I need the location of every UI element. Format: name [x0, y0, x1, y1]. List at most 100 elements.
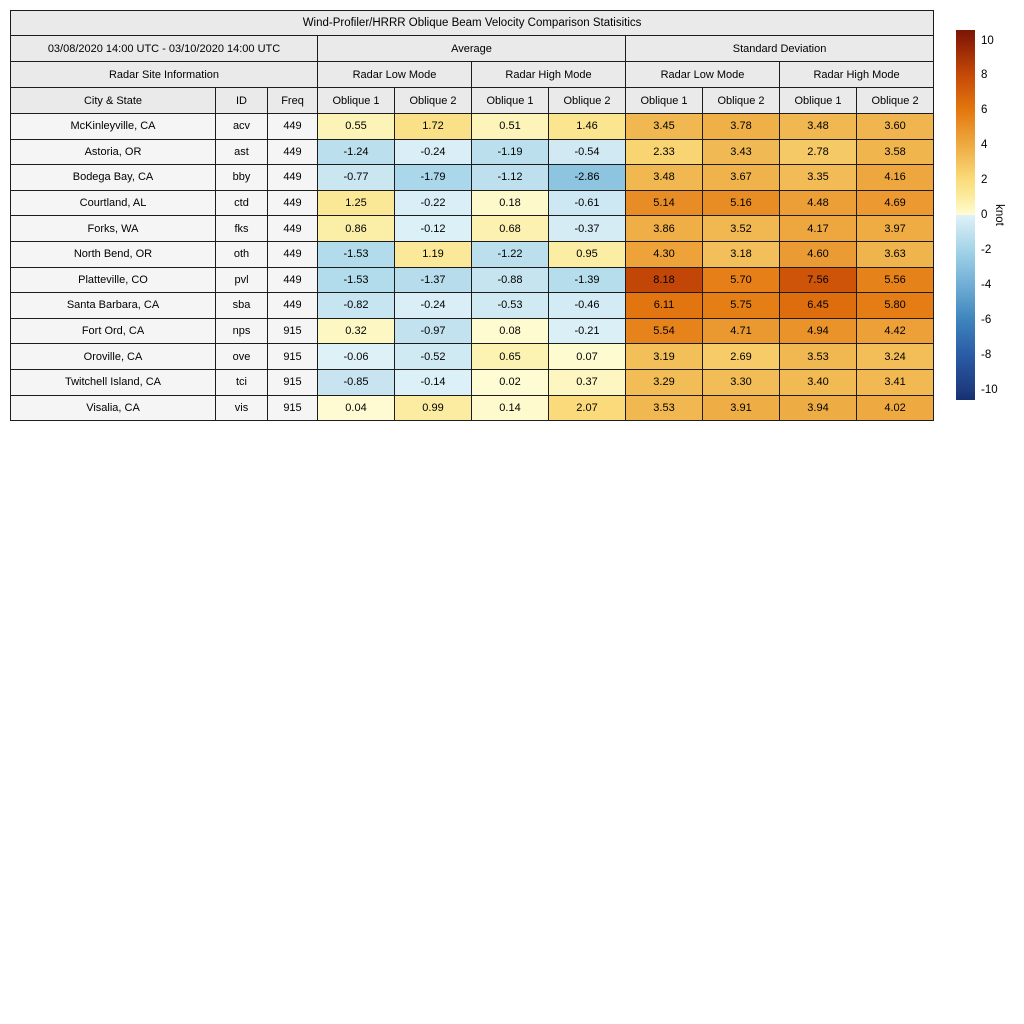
colorbar-unit-label: knot — [993, 204, 1005, 226]
oblique2-column-header: Oblique 2 — [394, 87, 472, 114]
value-cell: 5.80 — [855, 292, 935, 319]
value-cell: 3.48 — [625, 164, 703, 191]
oblique1-column-header: Oblique 1 — [471, 87, 549, 114]
value-cell: 0.37 — [548, 368, 626, 396]
table-row: North Bend, OR oth 449 -1.53 1.19 -1.22 0.95 4.… — [10, 240, 935, 268]
value-cell: 3.41 — [855, 368, 935, 396]
value-cell: 4.17 — [779, 215, 857, 242]
value-cell: 0.86 — [317, 215, 395, 242]
value-cell: -0.06 — [317, 343, 395, 370]
oblique1-column-header: Oblique 1 — [779, 87, 857, 114]
freq-cell: 449 — [267, 189, 318, 217]
id-cell: ctd — [215, 189, 268, 217]
city-cell: Bodega Bay, CA — [10, 164, 216, 191]
value-cell: -0.85 — [317, 368, 395, 396]
table-row: Forks, WA fks 449 0.86 -0.12 0.68 -0.37 3.86 3.5… — [10, 215, 935, 242]
value-cell: -1.79 — [394, 164, 472, 191]
column-header-row: City & State ID Freq Oblique 1 Oblique 2… — [10, 87, 935, 114]
value-cell: 4.42 — [855, 317, 935, 345]
value-cell: 4.02 — [855, 394, 935, 422]
freq-cell: 915 — [267, 368, 318, 396]
value-cell: 0.04 — [317, 394, 395, 422]
city-cell: North Bend, OR — [10, 240, 216, 268]
value-cell: -0.53 — [471, 292, 549, 319]
value-cell: 1.46 — [548, 113, 626, 140]
value-cell: 3.86 — [625, 215, 703, 242]
avg-high-mode-header: Radar High Mode — [471, 61, 626, 88]
colorbar — [956, 30, 975, 400]
value-cell: -0.14 — [394, 368, 472, 396]
value-cell: 3.24 — [855, 343, 935, 370]
value-cell: -0.21 — [548, 317, 626, 345]
table-row: McKinleyville, CA acv 449 0.55 1.72 0.51 1.46 3… — [10, 113, 935, 140]
std-high-mode-header: Radar High Mode — [778, 61, 935, 88]
id-cell: ove — [215, 343, 268, 370]
table-row: Astoria, OR ast 449 -1.24 -0.24 -1.19 -0.54 2.3… — [10, 138, 935, 166]
value-cell: 4.60 — [779, 240, 857, 268]
oblique2-column-header: Oblique 2 — [855, 87, 935, 114]
value-cell: 2.33 — [625, 138, 703, 166]
section-header-row: 03/08/2020 14:00 UTC - 03/10/2020 14:00 … — [10, 35, 935, 62]
value-cell: 2.69 — [702, 343, 780, 370]
value-cell: -0.12 — [394, 215, 472, 242]
oblique2-column-header: Oblique 2 — [548, 87, 626, 114]
value-cell: 0.95 — [548, 240, 626, 268]
value-cell: 5.54 — [625, 317, 703, 345]
freq-cell: 915 — [267, 317, 318, 345]
colorbar-tick-label: -10 — [981, 383, 998, 396]
value-cell: 1.25 — [317, 189, 395, 217]
value-cell: 3.30 — [702, 368, 780, 396]
city-cell: Twitchell Island, CA — [10, 368, 216, 396]
value-cell: 5.70 — [702, 266, 780, 294]
oblique1-column-header: Oblique 1 — [625, 87, 703, 114]
value-cell: 1.19 — [394, 240, 472, 268]
id-cell: ast — [215, 138, 268, 166]
freq-cell: 915 — [267, 394, 318, 422]
value-cell: -2.86 — [548, 164, 626, 191]
value-cell: 0.68 — [471, 215, 549, 242]
city-cell: McKinleyville, CA — [10, 113, 216, 140]
city-cell: Forks, WA — [10, 215, 216, 242]
id-cell: bby — [215, 164, 268, 191]
city-state-column-header: City & State — [10, 87, 216, 114]
id-cell: vis — [215, 394, 268, 422]
value-cell: -0.37 — [548, 215, 626, 242]
value-cell: 4.94 — [779, 317, 857, 345]
value-cell: 4.16 — [855, 164, 935, 191]
value-cell: -1.53 — [317, 266, 395, 294]
period-label: 03/08/2020 14:00 UTC - 03/10/2020 14:00 … — [10, 35, 318, 62]
oblique2-column-header: Oblique 2 — [702, 87, 780, 114]
value-cell: -0.46 — [548, 292, 626, 319]
value-cell: 3.53 — [625, 394, 703, 422]
value-cell: 2.78 — [779, 138, 857, 166]
city-cell: Courtland, AL — [10, 189, 216, 217]
value-cell: 0.18 — [471, 189, 549, 217]
table-row: Twitchell Island, CA tci 915 -0.85 -0.14 0.02… — [10, 368, 935, 396]
value-cell: -1.53 — [317, 240, 395, 268]
value-cell: 3.91 — [702, 394, 780, 422]
id-cell: nps — [215, 317, 268, 345]
mode-header-row: Radar Site Information Radar Low Mode Ra… — [10, 61, 935, 88]
std-deviation-section-header: Standard Deviation — [624, 35, 935, 62]
value-cell: -0.54 — [548, 138, 626, 166]
value-cell: 3.19 — [625, 343, 703, 370]
value-cell: -0.77 — [317, 164, 395, 191]
table-row: Santa Barbara, CA sba 449 -0.82 -0.24 -0.53 -0… — [10, 292, 935, 319]
table-row: Fort Ord, CA nps 915 0.32 -0.97 0.08 -0.21 5.54… — [10, 317, 935, 345]
colorbar-tick-label: -6 — [981, 313, 992, 326]
value-cell: 3.35 — [779, 164, 857, 191]
value-cell: 3.45 — [625, 113, 703, 140]
freq-cell: 449 — [267, 292, 318, 319]
value-cell: 4.71 — [702, 317, 780, 345]
value-cell: -1.39 — [548, 266, 626, 294]
value-cell: 5.14 — [625, 189, 703, 217]
value-cell: 4.69 — [855, 189, 935, 217]
value-cell: 2.07 — [548, 394, 626, 422]
table-title-row: Wind-Profiler/HRRR Oblique Beam Velocity… — [9, 10, 935, 36]
id-cell: acv — [215, 113, 268, 140]
colorbar-tick-label: 2 — [981, 174, 988, 187]
value-cell: 3.40 — [779, 368, 857, 396]
freq-cell: 449 — [267, 164, 318, 191]
value-cell: 3.52 — [702, 215, 780, 242]
colorbar-tick-label: -8 — [981, 348, 992, 361]
